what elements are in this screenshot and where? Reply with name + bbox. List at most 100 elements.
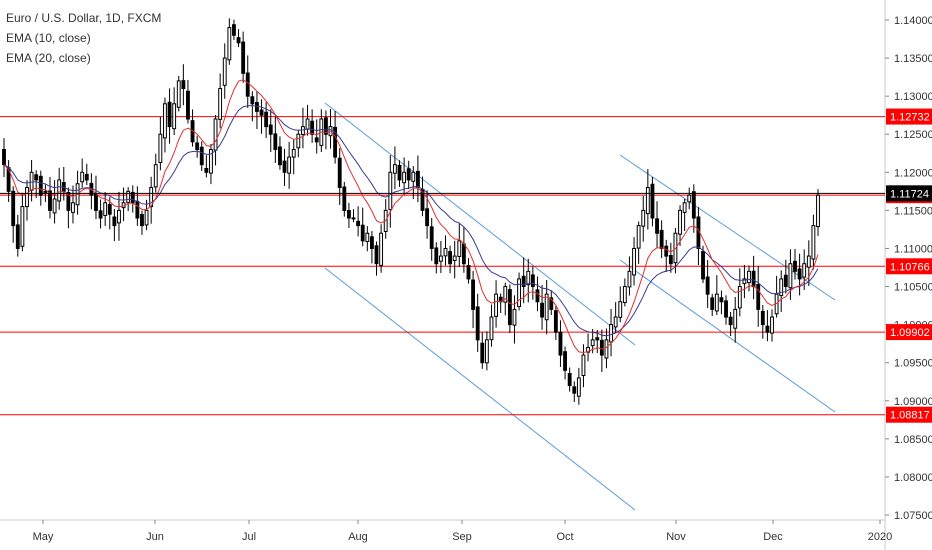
level-price-tag-text: 1.12732 [890,112,930,124]
candle-body [567,372,572,387]
candle-body [705,276,710,295]
candle-body [397,164,402,181]
candle-body [296,133,301,149]
candle-body [797,268,802,280]
candle-body [98,210,103,219]
candle-body [678,209,682,235]
candle-body [811,225,816,260]
candle-body [701,251,705,280]
candle-body [291,148,296,158]
candle-body [255,102,259,112]
candle-body [227,27,232,61]
candle-body [232,24,236,36]
candle-body [411,171,416,182]
candle-body [609,324,613,343]
candle-body [655,218,659,234]
level-price-tag [886,324,932,341]
candle-body [181,80,186,90]
candle-body [558,331,563,356]
candle-body [38,175,43,196]
candle-body [268,124,273,135]
candle-body [581,354,586,377]
candle-body [323,117,328,135]
candle-body [806,255,811,268]
candle-body [342,186,347,211]
candle-body [153,164,158,188]
candles [2,18,820,405]
candle-body [195,142,200,150]
candle-body [733,308,738,329]
candle-body [52,198,57,214]
candle-body [553,310,558,333]
candle-body [388,171,393,210]
legend-ema10: EMA (10, close) [6,31,91,45]
candle-body [691,191,696,219]
candle-body [544,293,549,321]
candle-body [250,96,255,105]
legend-symbol: Euro / U.S. Dollar, 1D, FXCM [6,11,162,25]
y-tick-label: 1.11500 [894,205,932,217]
candle-body [526,270,531,286]
candle-body [11,190,16,227]
candle-body [29,171,34,191]
candle-body [84,173,89,181]
trend-channel-line[interactable] [619,259,836,413]
y-tick-label: 1.07500 [894,510,932,522]
candle-body [641,209,646,227]
candle-body [158,133,163,163]
candle-body [305,118,310,130]
candle-body [576,377,581,397]
candle-body [278,146,282,166]
candle-body [186,90,190,120]
candle-body [664,245,669,257]
chart-legend: Euro / U.S. Dollar, 1D, FXCM EMA (10, cl… [6,8,161,68]
trend-channel-line[interactable] [324,102,636,346]
candle-body [282,160,287,173]
candle-body [140,214,144,227]
level-price-tag-text: 1.08817 [890,410,930,422]
candle-body [57,179,62,202]
x-tick-label: Nov [666,531,686,543]
candle-body [415,170,420,189]
candle-body [48,190,52,211]
candle-body [484,339,489,364]
candle-body [682,202,687,213]
candle-body [314,137,319,143]
candle-body [728,316,733,326]
y-tick-label: 1.12500 [894,129,932,141]
y-tick-label: 1.10500 [894,282,932,294]
candle-body [517,278,521,308]
x-tick-label: Sep [452,531,472,543]
candle-body [222,57,227,86]
candle-body [765,325,770,333]
candle-body [103,202,108,216]
candle-body [144,209,149,226]
trend-channel-line[interactable] [324,267,636,511]
y-tick-label: 1.09000 [894,396,932,408]
candle-body [461,243,466,265]
candle-body [540,302,544,318]
candle-body [126,190,131,203]
current-price-tag-text: 1.11724 [890,188,929,200]
level-price-tag [886,108,932,125]
y-tick-label: 1.13500 [894,53,932,65]
candle-body [259,109,264,116]
candle-body [402,171,407,184]
candle-body [425,208,430,227]
ema-20-line [3,105,819,337]
candle-body [94,193,98,211]
y-tick-label: 1.08500 [894,434,932,446]
x-tick-label: Aug [348,531,368,543]
legend-ema20: EMA (20, close) [6,51,91,65]
candle-body [687,194,692,203]
trend-channel-line[interactable] [619,154,836,301]
candle-body [751,270,756,288]
candle-body [273,133,278,150]
candle-body [365,232,370,243]
candle-body [356,220,361,227]
candle-body [783,274,788,288]
candle-body [760,310,765,326]
candle-body [107,204,112,215]
candle-body [719,297,724,303]
